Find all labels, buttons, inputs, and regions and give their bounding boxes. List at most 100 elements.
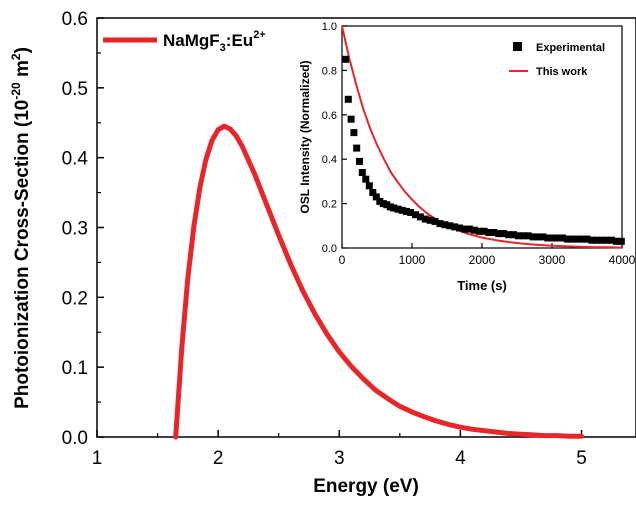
main-x-tick-label: 3 — [334, 448, 345, 469]
inset-experimental-point — [412, 211, 419, 219]
inset-experimental-point — [573, 235, 581, 243]
inset-experimental-point — [446, 222, 454, 230]
main-x-tick-label: 1 — [92, 448, 103, 469]
main-legend-label: NaMgF3:Eu2+ — [163, 29, 266, 54]
inset-x-tick-label: 3000 — [539, 253, 566, 267]
inset-y-axis: 0.0 0.2 0.4 0.6 0.8 1.0 — [322, 21, 347, 255]
inset-experimental-point — [583, 235, 591, 243]
inset-y-tick-label: 0.4 — [322, 154, 337, 166]
main-y-tick-label: 0.3 — [62, 219, 88, 240]
main-y-axis-title-sup2: 2 — [9, 53, 23, 60]
inset-experimental-point — [407, 209, 415, 216]
inset-experimental-point — [398, 206, 406, 214]
inset-experimental-point — [598, 236, 606, 244]
inset-experimental-point — [608, 236, 615, 244]
inset-experimental-point — [554, 234, 562, 242]
inset-experimental-point — [356, 157, 363, 165]
inset-x-tick-label: 2000 — [469, 253, 496, 267]
main-x-tick-label: 5 — [576, 448, 587, 469]
inset-experimental-point — [465, 225, 473, 233]
inset-experimental-point — [372, 193, 380, 201]
inset-legend-square-marker — [513, 42, 522, 51]
inset-y-tick-label: 1.0 — [322, 21, 337, 33]
inset-experimental-point — [353, 144, 361, 152]
inset-experimental-point — [485, 229, 493, 236]
main-y-tick-label: 0.0 — [62, 428, 88, 449]
inset-experimental-point — [402, 207, 410, 215]
inset-experimental-point — [593, 236, 601, 244]
inset-experimental-point — [342, 55, 349, 63]
inset-experimental-point — [365, 182, 373, 190]
inset-legend: Experimental This work — [509, 42, 605, 78]
inset-x-axis-title: Time (s) — [457, 278, 507, 293]
inset-experimental-point — [350, 129, 358, 137]
inset-experimental-point — [394, 205, 402, 213]
inset-experimental-point — [617, 237, 625, 245]
main-y-tick-label: 0.4 — [62, 149, 89, 170]
inset-experimental-point — [539, 233, 547, 241]
inset-x-tick-label: 1000 — [399, 253, 426, 267]
inset-experimental-point — [495, 230, 503, 238]
inset-experimental-point — [344, 95, 352, 103]
inset-experimental-point — [578, 235, 586, 243]
main-y-tick-label: 0.6 — [62, 9, 88, 30]
main-y-axis-title-sup: -20 — [9, 82, 23, 100]
inset-experimental-point — [510, 231, 517, 239]
inset-experimental-point — [362, 175, 370, 183]
inset-experimental-point — [347, 115, 355, 123]
inset-experimental-point — [524, 232, 532, 240]
main-y-tick-label: 0.2 — [62, 288, 88, 309]
inset-experimental-point — [369, 189, 377, 196]
inset-experimental-point — [456, 224, 464, 232]
inset-experimental-point — [563, 235, 571, 243]
inset-experimental-point — [441, 221, 449, 229]
main-series-group — [173, 123, 584, 440]
legend-text-sup: 2+ — [253, 29, 266, 41]
inset-legend-label-experimental: Experimental — [536, 42, 605, 54]
inset-experimental-point — [416, 213, 424, 221]
inset-y-tick-label: 0.2 — [322, 199, 337, 211]
inset-experimental-point — [451, 223, 459, 231]
inset-series-group — [341, 25, 625, 249]
inset-experimental-point — [603, 236, 611, 244]
inset-experimental-point — [529, 233, 537, 241]
main-legend: NaMgF3:Eu2+ — [103, 29, 266, 54]
main-series-line — [173, 123, 584, 440]
inset-experimental-point — [568, 235, 576, 243]
main-x-axis-title: Energy (eV) — [313, 476, 419, 497]
legend-text-sub: 3 — [220, 42, 226, 54]
inset-experimental-point — [559, 234, 566, 242]
inset-x-axis: 0 1000 2000 3000 4000 — [339, 243, 636, 267]
inset-y-tick-label: 0.6 — [322, 110, 337, 122]
inset-experimental-point — [500, 230, 508, 238]
inset-experimental-point — [421, 215, 429, 223]
inset-experimental-point — [519, 232, 527, 240]
inset-experimental-point — [514, 232, 522, 240]
main-y-axis-title: Photoionization Cross-Section (10-20 m2) — [9, 47, 33, 409]
main-y-axis: 0.0 0.1 0.2 0.3 0.4 0.5 0.6 — [62, 9, 104, 449]
inset-experimental-point — [461, 225, 468, 233]
inset-experimental-point — [588, 236, 596, 244]
inset-experimental-point — [390, 204, 398, 212]
inset-experimental-point — [549, 234, 557, 242]
main-y-axis-title-part1: Photoionization Cross-Section (10 — [12, 100, 33, 409]
inset-experimental-point — [612, 237, 620, 245]
main-y-axis-title-part2: m — [12, 60, 33, 82]
inset-y-tick-label: 0.0 — [322, 243, 337, 255]
inset-experimental-point — [470, 226, 478, 234]
inset-experimental-point — [431, 217, 439, 225]
inset-experimental-point — [544, 234, 552, 242]
inset-legend-label-this-work: This work — [536, 66, 588, 78]
legend-text-part1: NaMgF — [163, 31, 220, 50]
inset-experimental-point — [480, 227, 488, 235]
inset-experimental-point — [490, 229, 498, 236]
inset-experimental-point — [358, 169, 366, 176]
main-y-tick-label: 0.1 — [62, 358, 88, 379]
inset-experimental-point — [534, 233, 542, 241]
legend-text-part2: :Eu — [226, 31, 253, 50]
main-y-axis-title-part3: ) — [12, 47, 33, 53]
main-x-tick-label: 2 — [213, 448, 224, 469]
inset-background — [342, 26, 622, 248]
